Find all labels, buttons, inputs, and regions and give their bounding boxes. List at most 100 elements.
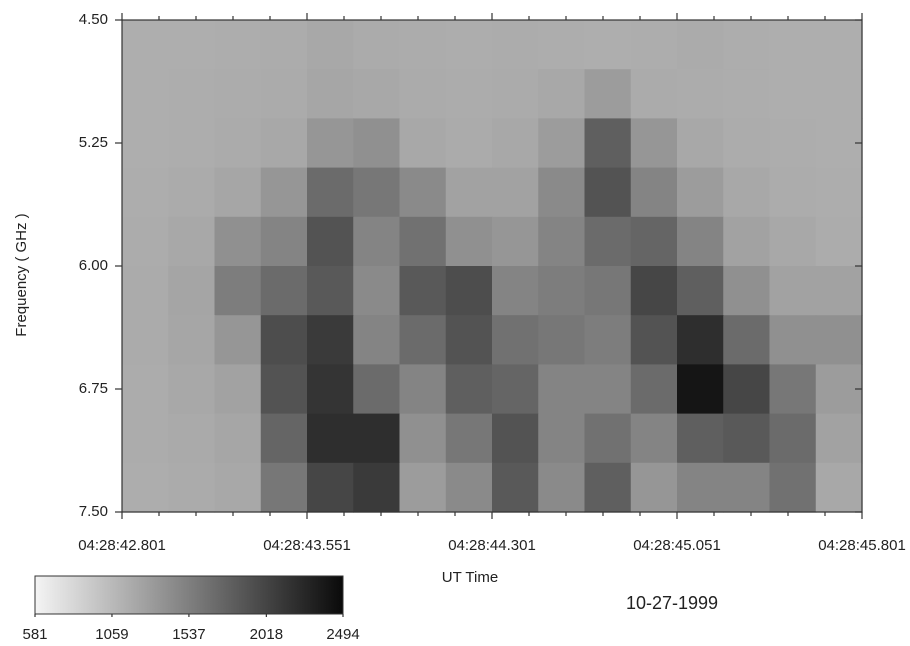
heatmap-cell [214,266,262,316]
heatmap-cell [723,462,771,513]
heatmap-cell [399,118,447,169]
x-axis-title: UT Time [442,569,498,586]
y-tick-label: 6.75 [79,380,108,397]
heatmap-cell [122,413,169,464]
heatmap-cell [168,118,216,169]
x-tick-label: 04:28:45.801 [818,537,906,554]
heatmap-cell [584,413,632,464]
heatmap-cell [677,216,724,267]
heatmap-cell [168,216,216,267]
heatmap-cell [677,69,724,119]
heatmap-cell [445,20,493,70]
heatmap-cell [399,462,447,513]
heatmap-cell [630,462,678,513]
heatmap-cell [584,69,632,119]
heatmap-cell [538,20,586,70]
heatmap-cell [399,20,447,70]
heatmap-cell [122,167,169,218]
heatmap-cell [260,364,308,415]
heatmap-cell [260,266,308,316]
heatmap-cell [538,364,586,415]
heatmap-cell [538,315,586,365]
heatmap-cell [399,69,447,119]
heatmap-cell [492,364,539,415]
heatmap-cell [353,315,401,365]
heatmap-cell [122,462,169,513]
heatmap-cell [538,266,586,316]
heatmap-cell [677,167,724,218]
heatmap-cell [723,216,771,267]
heatmap-cell [538,167,586,218]
heatmap-cell [260,69,308,119]
heatmap-cell [584,462,632,513]
heatmap-cell [122,20,169,70]
heatmap-cell [677,266,724,316]
heatmap-cell [122,216,169,267]
heatmap-cell [630,69,678,119]
heatmap-cell [769,118,817,169]
heatmap-cell [492,413,539,464]
heatmap-cell [399,364,447,415]
heatmap-cell [168,69,216,119]
heatmap-cell [492,69,539,119]
heatmap-cell [445,167,493,218]
heatmap-cell [630,315,678,365]
heatmap-cell [214,216,262,267]
heatmap-cell [769,315,817,365]
heatmap-cell [399,266,447,316]
heatmap-cell [168,266,216,316]
heatmap-cell [307,462,354,513]
heatmap-cell [307,413,354,464]
heatmap-cell [353,69,401,119]
heatmap-cell [677,364,724,415]
date-annotation: 10-27-1999 [626,593,718,613]
heatmap-cell [214,413,262,464]
heatmap-cell [723,364,771,415]
heatmap-cell [492,315,539,365]
heatmap-cell [584,315,632,365]
heatmap-cell [769,364,817,415]
heatmap-cell [723,20,771,70]
heatmap-cell [307,364,354,415]
colorbar-tick-label: 2018 [250,626,283,643]
heatmap-cell [399,413,447,464]
heatmap-cell [492,266,539,316]
heatmap-cell [584,20,632,70]
heatmap-cell [122,364,169,415]
y-tick-label: 7.50 [79,503,108,520]
colorbar-tick-label: 1059 [95,626,128,643]
heatmap-cell [584,364,632,415]
heatmap-cell [307,266,354,316]
y-tick-label: 6.00 [79,257,108,274]
heatmap-cell [260,167,308,218]
heatmap-cell [399,216,447,267]
heatmap-cell [492,167,539,218]
heatmap-cell [630,266,678,316]
heatmap-cell [307,118,354,169]
heatmap-cell [214,69,262,119]
heatmap-cell [815,69,863,119]
heatmap-cell [769,266,817,316]
heatmap-cell [445,315,493,365]
heatmap-cell [445,216,493,267]
x-tick-label: 04:28:44.301 [448,537,536,554]
heatmap-cell [538,118,586,169]
heatmap-cell [445,413,493,464]
y-tick-label: 5.25 [79,134,108,151]
heatmap-cell [353,462,401,513]
heatmap-cell [492,216,539,267]
heatmap-cell [769,413,817,464]
heatmap-cell [353,266,401,316]
heatmap-cell [260,20,308,70]
heatmap-cell [168,413,216,464]
heatmap-cell [815,413,863,464]
y-tick-label: 4.50 [79,11,108,28]
heatmap-cell [445,266,493,316]
heatmap-cell [445,364,493,415]
x-tick-label: 04:28:42.801 [78,537,166,554]
heatmap-cell [260,315,308,365]
heatmap-cell [723,167,771,218]
heatmap-cell [353,167,401,218]
heatmap-cell [122,266,169,316]
heatmap-cell [630,364,678,415]
